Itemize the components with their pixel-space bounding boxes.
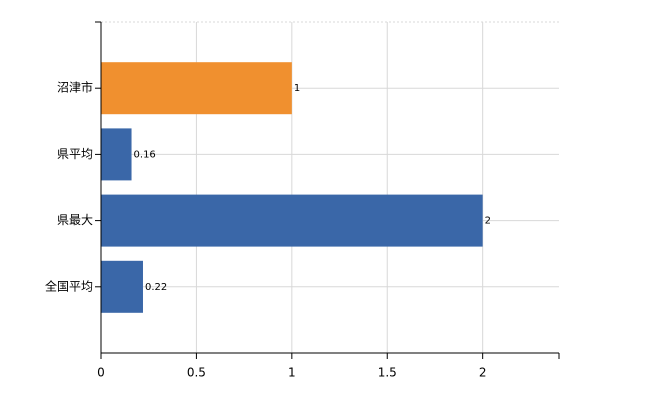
y-tick-label: 全国平均 — [45, 278, 93, 293]
x-tick-label: 0 — [97, 366, 105, 380]
y-tick-label: 県最大 — [57, 213, 93, 227]
x-tick-label: 2 — [479, 366, 487, 380]
y-tick-label: 沼津市 — [57, 80, 93, 95]
value-label: 0.16 — [134, 149, 156, 160]
bar — [101, 128, 132, 181]
y-tick-label: 県平均 — [57, 147, 93, 161]
value-label: 1 — [294, 83, 300, 94]
x-tick-label: 1 — [288, 366, 296, 380]
bar — [101, 260, 143, 313]
value-label: 2 — [485, 216, 491, 227]
bar — [101, 62, 292, 115]
value-label: 0.22 — [145, 282, 167, 293]
x-tick-label: 0.5 — [187, 366, 206, 380]
bar — [101, 194, 483, 247]
x-tick-label: 1.5 — [378, 366, 397, 380]
